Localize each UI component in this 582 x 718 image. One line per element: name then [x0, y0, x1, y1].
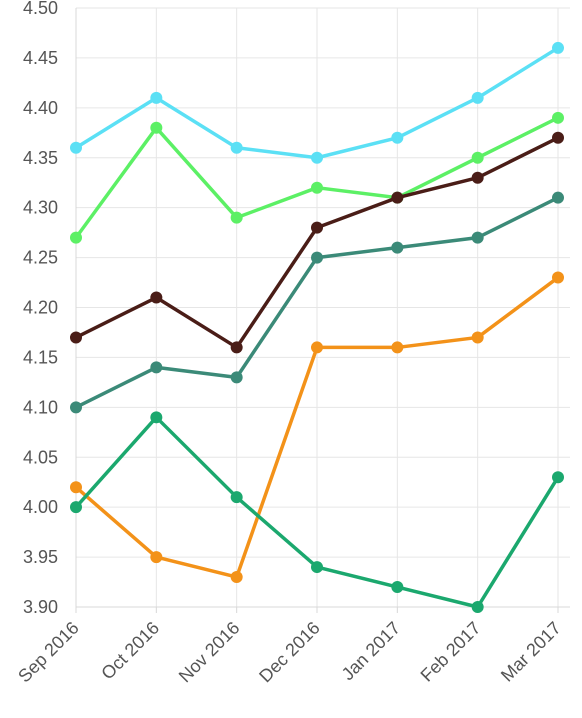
y-axis-ticks: 3.90 3.95 4.00 4.05 4.10 4.15 4.20 4.25 4.30 4.35…: [23, 0, 58, 617]
y-tick-label: 4.15: [23, 347, 58, 367]
data-point: [230, 141, 243, 154]
data-point: [471, 231, 484, 244]
x-tick-label: Sep 2016: [14, 618, 83, 687]
y-tick-label: 4.35: [23, 148, 58, 168]
series-3: [70, 131, 564, 354]
data-point: [391, 191, 404, 204]
data-point: [471, 331, 484, 344]
data-point: [391, 581, 404, 594]
data-point: [70, 331, 82, 344]
data-point: [471, 91, 484, 104]
x-tick-label: Feb 2017: [417, 618, 485, 686]
x-axis-ticks: Sep 2016 Oct 2016 Nov 2016 Dec 2016 Jan 2017…: [14, 618, 565, 687]
x-tick-label: Jan 2017: [338, 618, 405, 685]
data-point: [230, 491, 243, 504]
series-6: [70, 411, 564, 613]
data-point: [391, 341, 404, 354]
data-point: [311, 561, 323, 574]
y-tick-label: 4.20: [23, 298, 58, 318]
data-point: [391, 241, 404, 254]
axes: [75, 8, 570, 613]
data-point: [230, 371, 243, 384]
y-tick-label: 4.00: [23, 497, 58, 517]
data-point: [150, 91, 163, 104]
data-point: [552, 131, 564, 144]
y-tick-label: 4.40: [23, 98, 58, 118]
grid: [75, 7, 570, 608]
data-point: [70, 231, 82, 244]
series-5: [70, 271, 564, 584]
data-point: [150, 411, 163, 424]
data-point: [311, 151, 323, 164]
x-tick-label: Mar 2017: [497, 618, 565, 686]
data-point: [150, 121, 163, 134]
x-tick-label: Dec 2016: [255, 618, 324, 687]
data-point: [311, 251, 323, 264]
data-point: [150, 551, 163, 564]
data-point: [230, 571, 243, 584]
data-point: [552, 271, 564, 284]
x-tick-label: Nov 2016: [175, 618, 244, 687]
data-point: [552, 471, 564, 484]
data-point: [70, 401, 82, 414]
data-point: [552, 41, 564, 54]
y-tick-label: 3.90: [23, 597, 58, 617]
series-group: [70, 41, 564, 613]
y-tick-label: 4.25: [23, 248, 58, 268]
y-tick-label: 4.30: [23, 198, 58, 218]
x-tick-label: Oct 2016: [97, 618, 163, 684]
data-point: [471, 171, 484, 184]
series-4: [70, 191, 564, 414]
data-point: [150, 291, 163, 304]
data-point: [230, 211, 243, 224]
data-point: [70, 141, 82, 154]
data-point: [552, 111, 564, 124]
y-tick-label: 4.50: [23, 0, 58, 18]
data-point: [391, 131, 404, 144]
y-tick-label: 4.45: [23, 48, 58, 68]
data-point: [230, 341, 243, 354]
data-point: [552, 191, 564, 204]
data-point: [311, 341, 323, 354]
data-point: [471, 151, 484, 164]
y-tick-label: 4.05: [23, 447, 58, 467]
y-tick-label: 3.95: [23, 547, 58, 567]
series-1: [70, 41, 564, 164]
data-point: [311, 221, 323, 234]
y-tick-label: 4.10: [23, 397, 58, 417]
data-point: [150, 361, 163, 374]
data-point: [70, 481, 82, 494]
data-point: [471, 601, 484, 613]
data-point: [70, 501, 82, 514]
data-point: [311, 181, 323, 194]
